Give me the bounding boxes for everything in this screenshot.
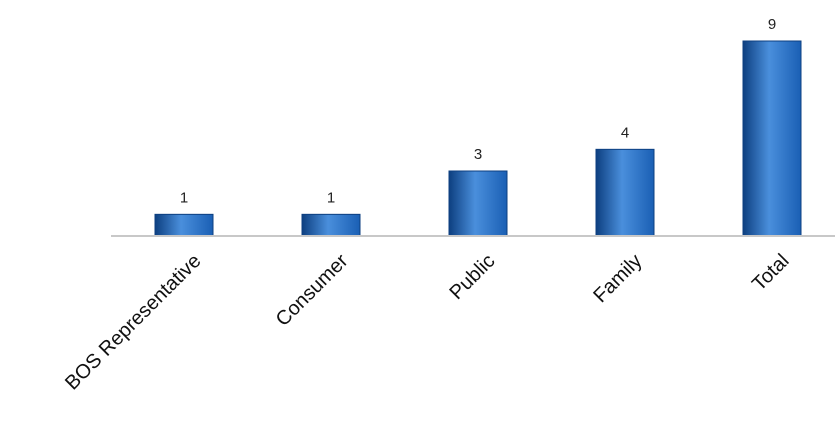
category-label-consumer: Consumer (272, 250, 353, 331)
value-label-family: 4 (621, 124, 629, 141)
bar-consumer (302, 214, 360, 236)
bar-public (449, 171, 507, 236)
value-label-bos-representative: 1 (180, 189, 188, 206)
bars-group (155, 41, 801, 236)
bar-bos-representative (155, 214, 213, 236)
value-label-total: 9 (768, 16, 776, 33)
bar-total (743, 41, 801, 236)
category-label-total: Total (748, 250, 793, 295)
category-label-bos-representative: BOS Representative (61, 250, 205, 394)
category-labels-group: BOS Representative Consumer Public Family To… (61, 250, 793, 395)
value-label-public: 3 (474, 146, 482, 163)
value-label-consumer: 1 (327, 189, 335, 206)
bar-family (596, 149, 654, 236)
category-label-family: Family (589, 250, 646, 307)
category-label-public: Public (445, 250, 499, 304)
